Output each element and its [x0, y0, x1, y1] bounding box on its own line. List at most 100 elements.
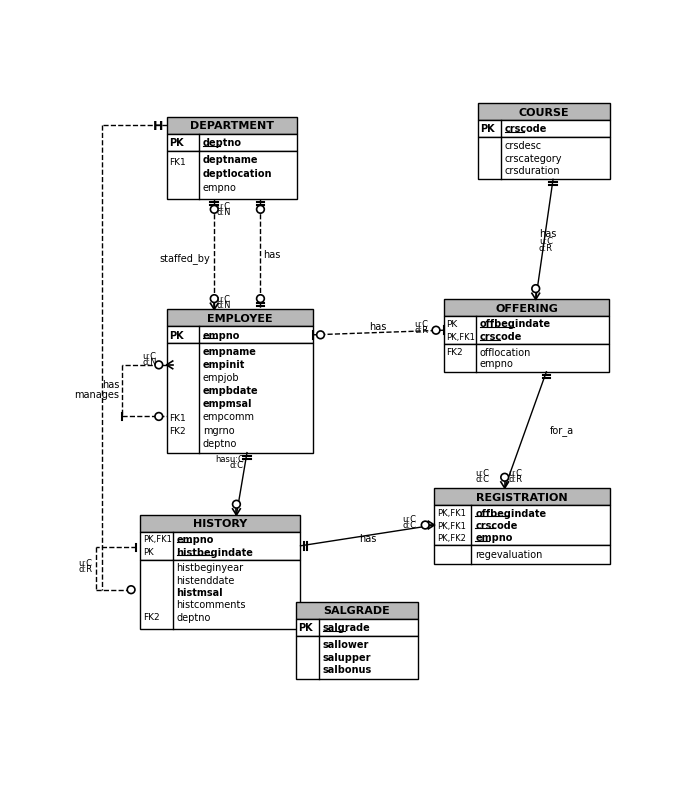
Text: staffed_by: staffed_by	[159, 253, 210, 264]
Text: DEPARTMENT: DEPARTMENT	[190, 121, 274, 132]
Text: histcomments: histcomments	[177, 600, 246, 610]
Bar	[477, 138, 610, 180]
Bar	[166, 310, 313, 327]
Text: PK: PK	[169, 330, 184, 340]
Circle shape	[257, 206, 264, 214]
Text: has: has	[370, 321, 387, 331]
Text: crsdesc: crsdesc	[504, 141, 542, 152]
Circle shape	[257, 295, 264, 303]
Text: PK: PK	[143, 548, 153, 557]
Text: FK1: FK1	[169, 413, 186, 422]
Bar	[166, 135, 297, 152]
Text: crscategory: crscategory	[504, 153, 562, 164]
Text: empno: empno	[475, 533, 513, 543]
Bar	[166, 327, 313, 344]
Text: salupper: salupper	[323, 652, 371, 662]
Bar	[435, 545, 610, 564]
Text: offlocation: offlocation	[480, 347, 531, 358]
Text: manages: manages	[75, 389, 119, 399]
Bar	[296, 619, 417, 636]
Text: crsduration: crsduration	[504, 166, 560, 176]
Text: has: has	[263, 249, 280, 260]
Text: histbeginyear: histbeginyear	[177, 563, 244, 573]
Text: deptname: deptname	[203, 155, 258, 165]
Bar	[166, 152, 297, 199]
Text: u:C: u:C	[217, 201, 230, 211]
Text: d:N: d:N	[142, 358, 157, 367]
Text: PK: PK	[298, 622, 313, 633]
Text: FK2: FK2	[446, 348, 463, 357]
Text: d:C: d:C	[230, 461, 244, 470]
Text: offbegindate: offbegindate	[475, 508, 546, 518]
Text: REGISTRATION: REGISTRATION	[476, 492, 568, 502]
Text: FK2: FK2	[169, 427, 186, 435]
Text: deptno: deptno	[177, 612, 211, 622]
Text: PK: PK	[446, 319, 457, 328]
Bar	[444, 317, 609, 345]
Text: d:N: d:N	[217, 301, 231, 310]
Text: salbonus: salbonus	[323, 664, 372, 674]
Text: d:N: d:N	[217, 208, 231, 217]
Text: regevaluation: regevaluation	[475, 549, 542, 560]
Text: sallower: sallower	[323, 639, 369, 650]
Text: empjob: empjob	[203, 373, 239, 383]
Text: has: has	[539, 229, 556, 239]
Text: empcomm: empcomm	[203, 412, 255, 422]
Text: PK,FK2: PK,FK2	[437, 533, 466, 542]
Text: empmsal: empmsal	[203, 399, 253, 409]
Text: empbdate: empbdate	[203, 386, 258, 395]
Text: has: has	[102, 380, 119, 390]
Text: empno: empno	[177, 534, 214, 545]
Text: histenddate: histenddate	[177, 575, 235, 585]
Text: mgrno: mgrno	[203, 425, 235, 435]
Text: u:C: u:C	[509, 468, 522, 477]
Text: u:C: u:C	[402, 514, 416, 523]
Text: empno: empno	[203, 183, 237, 192]
Circle shape	[432, 327, 440, 334]
Text: salgrade: salgrade	[323, 622, 371, 633]
Circle shape	[210, 295, 218, 303]
Circle shape	[127, 586, 135, 593]
Text: crscode: crscode	[475, 520, 518, 530]
Text: d:R: d:R	[509, 475, 522, 484]
Text: d:R: d:R	[539, 243, 553, 253]
Text: hasu:C: hasu:C	[215, 455, 244, 464]
Text: FK2: FK2	[143, 613, 159, 622]
Text: d:R: d:R	[79, 565, 92, 573]
Circle shape	[233, 500, 240, 508]
Text: empno: empno	[480, 358, 514, 369]
Text: u:C: u:C	[217, 294, 230, 304]
Circle shape	[501, 474, 509, 481]
Text: u:C: u:C	[143, 352, 157, 361]
Text: HISTORY: HISTORY	[193, 519, 248, 529]
Text: d:C: d:C	[402, 520, 416, 529]
Text: deptno: deptno	[203, 138, 241, 148]
Text: u:C: u:C	[415, 319, 428, 328]
Text: SALGRADE: SALGRADE	[324, 606, 390, 616]
Text: u:C: u:C	[475, 468, 489, 477]
Text: has: has	[359, 533, 376, 544]
Text: for_a: for_a	[549, 425, 573, 435]
Bar	[435, 488, 610, 505]
Text: crscode: crscode	[504, 124, 547, 134]
Text: d:R: d:R	[415, 326, 428, 334]
Bar	[477, 104, 610, 121]
Bar	[140, 560, 301, 630]
Bar	[166, 118, 297, 135]
Bar	[140, 516, 301, 533]
Text: deptlocation: deptlocation	[203, 169, 273, 179]
Text: PK: PK	[480, 124, 495, 134]
Bar	[435, 505, 610, 545]
Text: offbegindate: offbegindate	[480, 319, 551, 329]
Text: empname: empname	[203, 346, 257, 357]
Text: PK: PK	[169, 138, 184, 148]
Bar	[444, 300, 609, 317]
Bar	[477, 121, 610, 138]
Text: COURSE: COURSE	[518, 107, 569, 117]
Bar	[296, 602, 417, 619]
Text: deptno: deptno	[203, 438, 237, 448]
Text: u:C: u:C	[539, 237, 553, 246]
Text: empno: empno	[203, 330, 240, 340]
Text: PK,FK1: PK,FK1	[437, 520, 466, 530]
Bar	[444, 345, 609, 372]
